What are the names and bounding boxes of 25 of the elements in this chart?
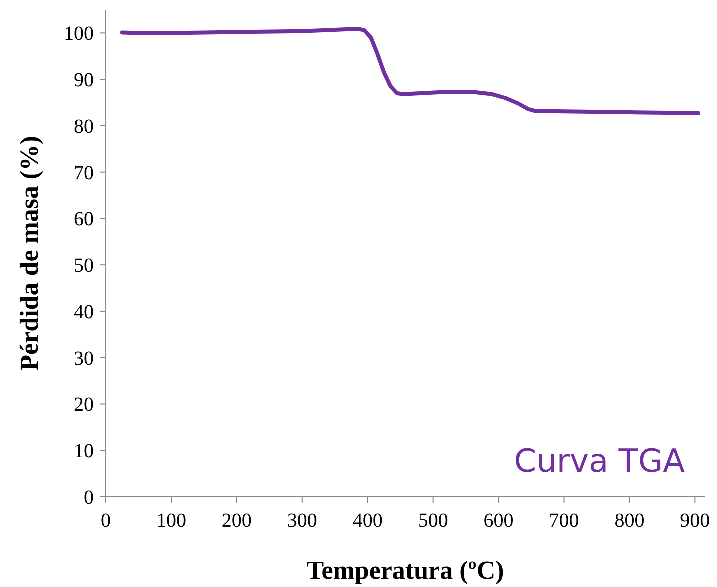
y-tick-label: 20 [74,394,94,416]
y-tick-label: 50 [74,255,94,278]
x-tick-label: 800 [614,510,645,532]
text: Curva TGA [514,442,686,480]
y-tick-label: 0 [84,487,94,509]
y-tick-label: 90 [74,70,94,92]
y-tick-label: 10 [74,440,94,463]
x-tick-label: 700 [549,510,580,532]
x-tick-label: 400 [352,510,383,532]
x-tick-label: 200 [222,510,252,532]
x-tick-label: 0 [101,510,111,532]
x-tick-label: 100 [156,510,186,532]
y-tick-label: 30 [74,348,94,370]
y-tick-label: 100 [64,23,94,46]
x-tick-label: 900 [680,510,710,532]
y-tick-label: 80 [74,116,94,138]
y-tick-label: 60 [74,208,94,231]
x-tick-label: 500 [418,510,448,532]
y-tick-label: 70 [74,162,94,184]
line-series [120,27,700,116]
x-axis-title: Temperatura (ºC) [306,556,504,585]
x-tick-label: 600 [484,510,514,532]
x-tick-label: 300 [287,510,318,532]
y-tick-label: 40 [74,301,94,324]
y-axis-title: Pérdida de masa (%) [15,136,44,371]
